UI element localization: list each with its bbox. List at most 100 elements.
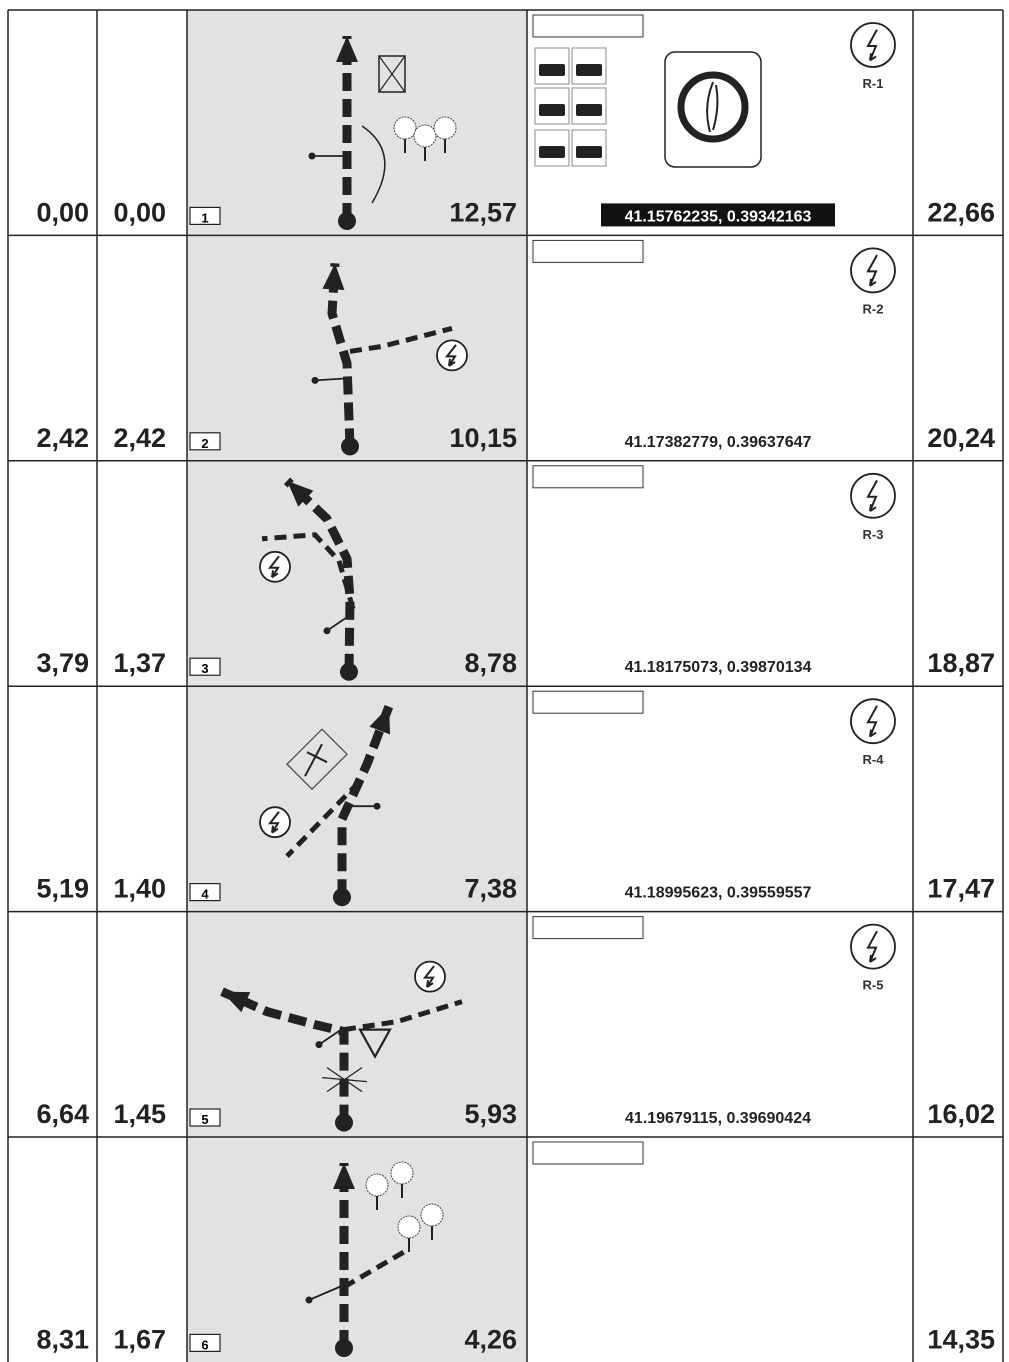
distance-to-end: 4,26 (464, 1324, 517, 1354)
route-arrowhead (333, 1163, 355, 1189)
note-box (532, 239, 644, 263)
box-number-frame (189, 432, 221, 451)
marker-diamond (286, 728, 348, 791)
service-vehicle (576, 104, 602, 116)
total-distance: 6,64 (36, 1099, 89, 1129)
box-number-frame (189, 1333, 221, 1353)
marker-cross (378, 55, 406, 93)
box-number-frame (189, 206, 221, 225)
tree-crown (397, 1215, 421, 1239)
route-start (341, 437, 359, 456)
total-distance: 3,79 (36, 648, 89, 678)
stub-dot (308, 152, 316, 160)
route-arrowhead (336, 36, 358, 62)
hazard-bolt (866, 479, 878, 513)
service-vehicle (539, 146, 565, 158)
tree-crown (433, 116, 457, 140)
marker-post (304, 743, 328, 777)
coordinates: 41.15762235, 0.39342163 (625, 208, 812, 225)
direction-stub (326, 613, 353, 632)
hazard-bolt (267, 555, 280, 579)
tulip-diagram (311, 263, 468, 456)
hazard-bolt (866, 29, 878, 62)
coordinates: 41.19679115, 0.39690424 (625, 1110, 811, 1127)
route-arrowhead (369, 706, 391, 735)
note-box (532, 465, 644, 489)
box-number-frame (189, 882, 221, 902)
service-vehicle (576, 64, 602, 76)
partial-distance: 1,40 (113, 874, 166, 904)
reference-label: R-5 (863, 978, 884, 993)
hazard-bolt (267, 811, 280, 834)
remaining-distance: 20,24 (927, 423, 995, 453)
coordinates: 41.18175073, 0.39870134 (625, 659, 812, 676)
remaining-distance: 18,87 (927, 648, 995, 678)
note-box (532, 14, 644, 38)
distance-to-end: 10,15 (449, 423, 517, 453)
hazard-bolt (444, 344, 457, 367)
tree-crown (413, 124, 437, 148)
stub-dot (323, 627, 331, 635)
box-number-frame (189, 657, 221, 676)
route-arrowhead (222, 991, 251, 1013)
hazard-bolt (422, 965, 435, 988)
remaining-distance: 22,66 (927, 197, 995, 227)
tulip-diagram (259, 477, 358, 681)
tree-crown (390, 1161, 414, 1185)
marker-box (378, 55, 406, 93)
route (283, 477, 355, 672)
total-distance: 0,00 (36, 197, 89, 227)
direction-stub (314, 377, 348, 382)
route (220, 987, 349, 1123)
hazard-bolt (866, 254, 878, 287)
service-vehicle (539, 64, 565, 76)
partial-distance: 1,67 (113, 1324, 166, 1354)
coordinates: 41.17382779, 0.39637647 (625, 434, 812, 451)
tulip-diagram (259, 704, 394, 907)
stub-dot (373, 802, 381, 810)
tree-crown (420, 1203, 444, 1227)
distance-to-end: 5,93 (464, 1099, 517, 1129)
route-arrowhead (287, 480, 314, 507)
route (337, 704, 394, 898)
tulip-diagram (308, 36, 457, 230)
distance-to-end: 12,57 (449, 197, 517, 227)
remaining-distance: 14,35 (927, 1324, 995, 1354)
reference-label: R-4 (863, 752, 885, 767)
sign-ring (677, 71, 749, 143)
side-road (285, 780, 361, 858)
tulip-diagram (220, 960, 463, 1132)
total-distance: 2,42 (36, 423, 89, 453)
partial-distance: 2,42 (113, 423, 166, 453)
reference-label: R-1 (863, 76, 884, 91)
note-box (532, 1141, 644, 1165)
side-road (342, 1246, 411, 1290)
sign-feather (706, 81, 719, 133)
total-distance: 5,19 (36, 874, 89, 904)
field-edge (361, 125, 386, 204)
reference-label: R-2 (863, 301, 884, 316)
sign-frame (664, 51, 762, 168)
hazard-bolt (866, 705, 878, 738)
route-start (340, 662, 358, 681)
stub-dot (311, 376, 319, 384)
stub-dot (305, 1296, 313, 1304)
hazard-bolt (866, 930, 878, 963)
yield-sign (358, 1028, 392, 1059)
remaining-distance: 16,02 (927, 1099, 995, 1129)
box-number: 3 (201, 661, 208, 676)
coordinates: 41.18995623, 0.39559557 (625, 885, 812, 902)
service-vehicle (576, 146, 602, 158)
route-start (335, 1113, 353, 1132)
direction-stub (308, 1284, 345, 1301)
box-number: 1 (201, 210, 208, 225)
service-vehicle (539, 104, 565, 116)
note-box (532, 916, 644, 940)
total-distance: 8,31 (36, 1324, 89, 1354)
partial-distance: 1,45 (113, 1099, 166, 1129)
partial-distance: 1,37 (113, 648, 166, 678)
side-road (349, 325, 453, 354)
crossing (321, 1067, 368, 1093)
box-number: 6 (201, 1337, 208, 1352)
